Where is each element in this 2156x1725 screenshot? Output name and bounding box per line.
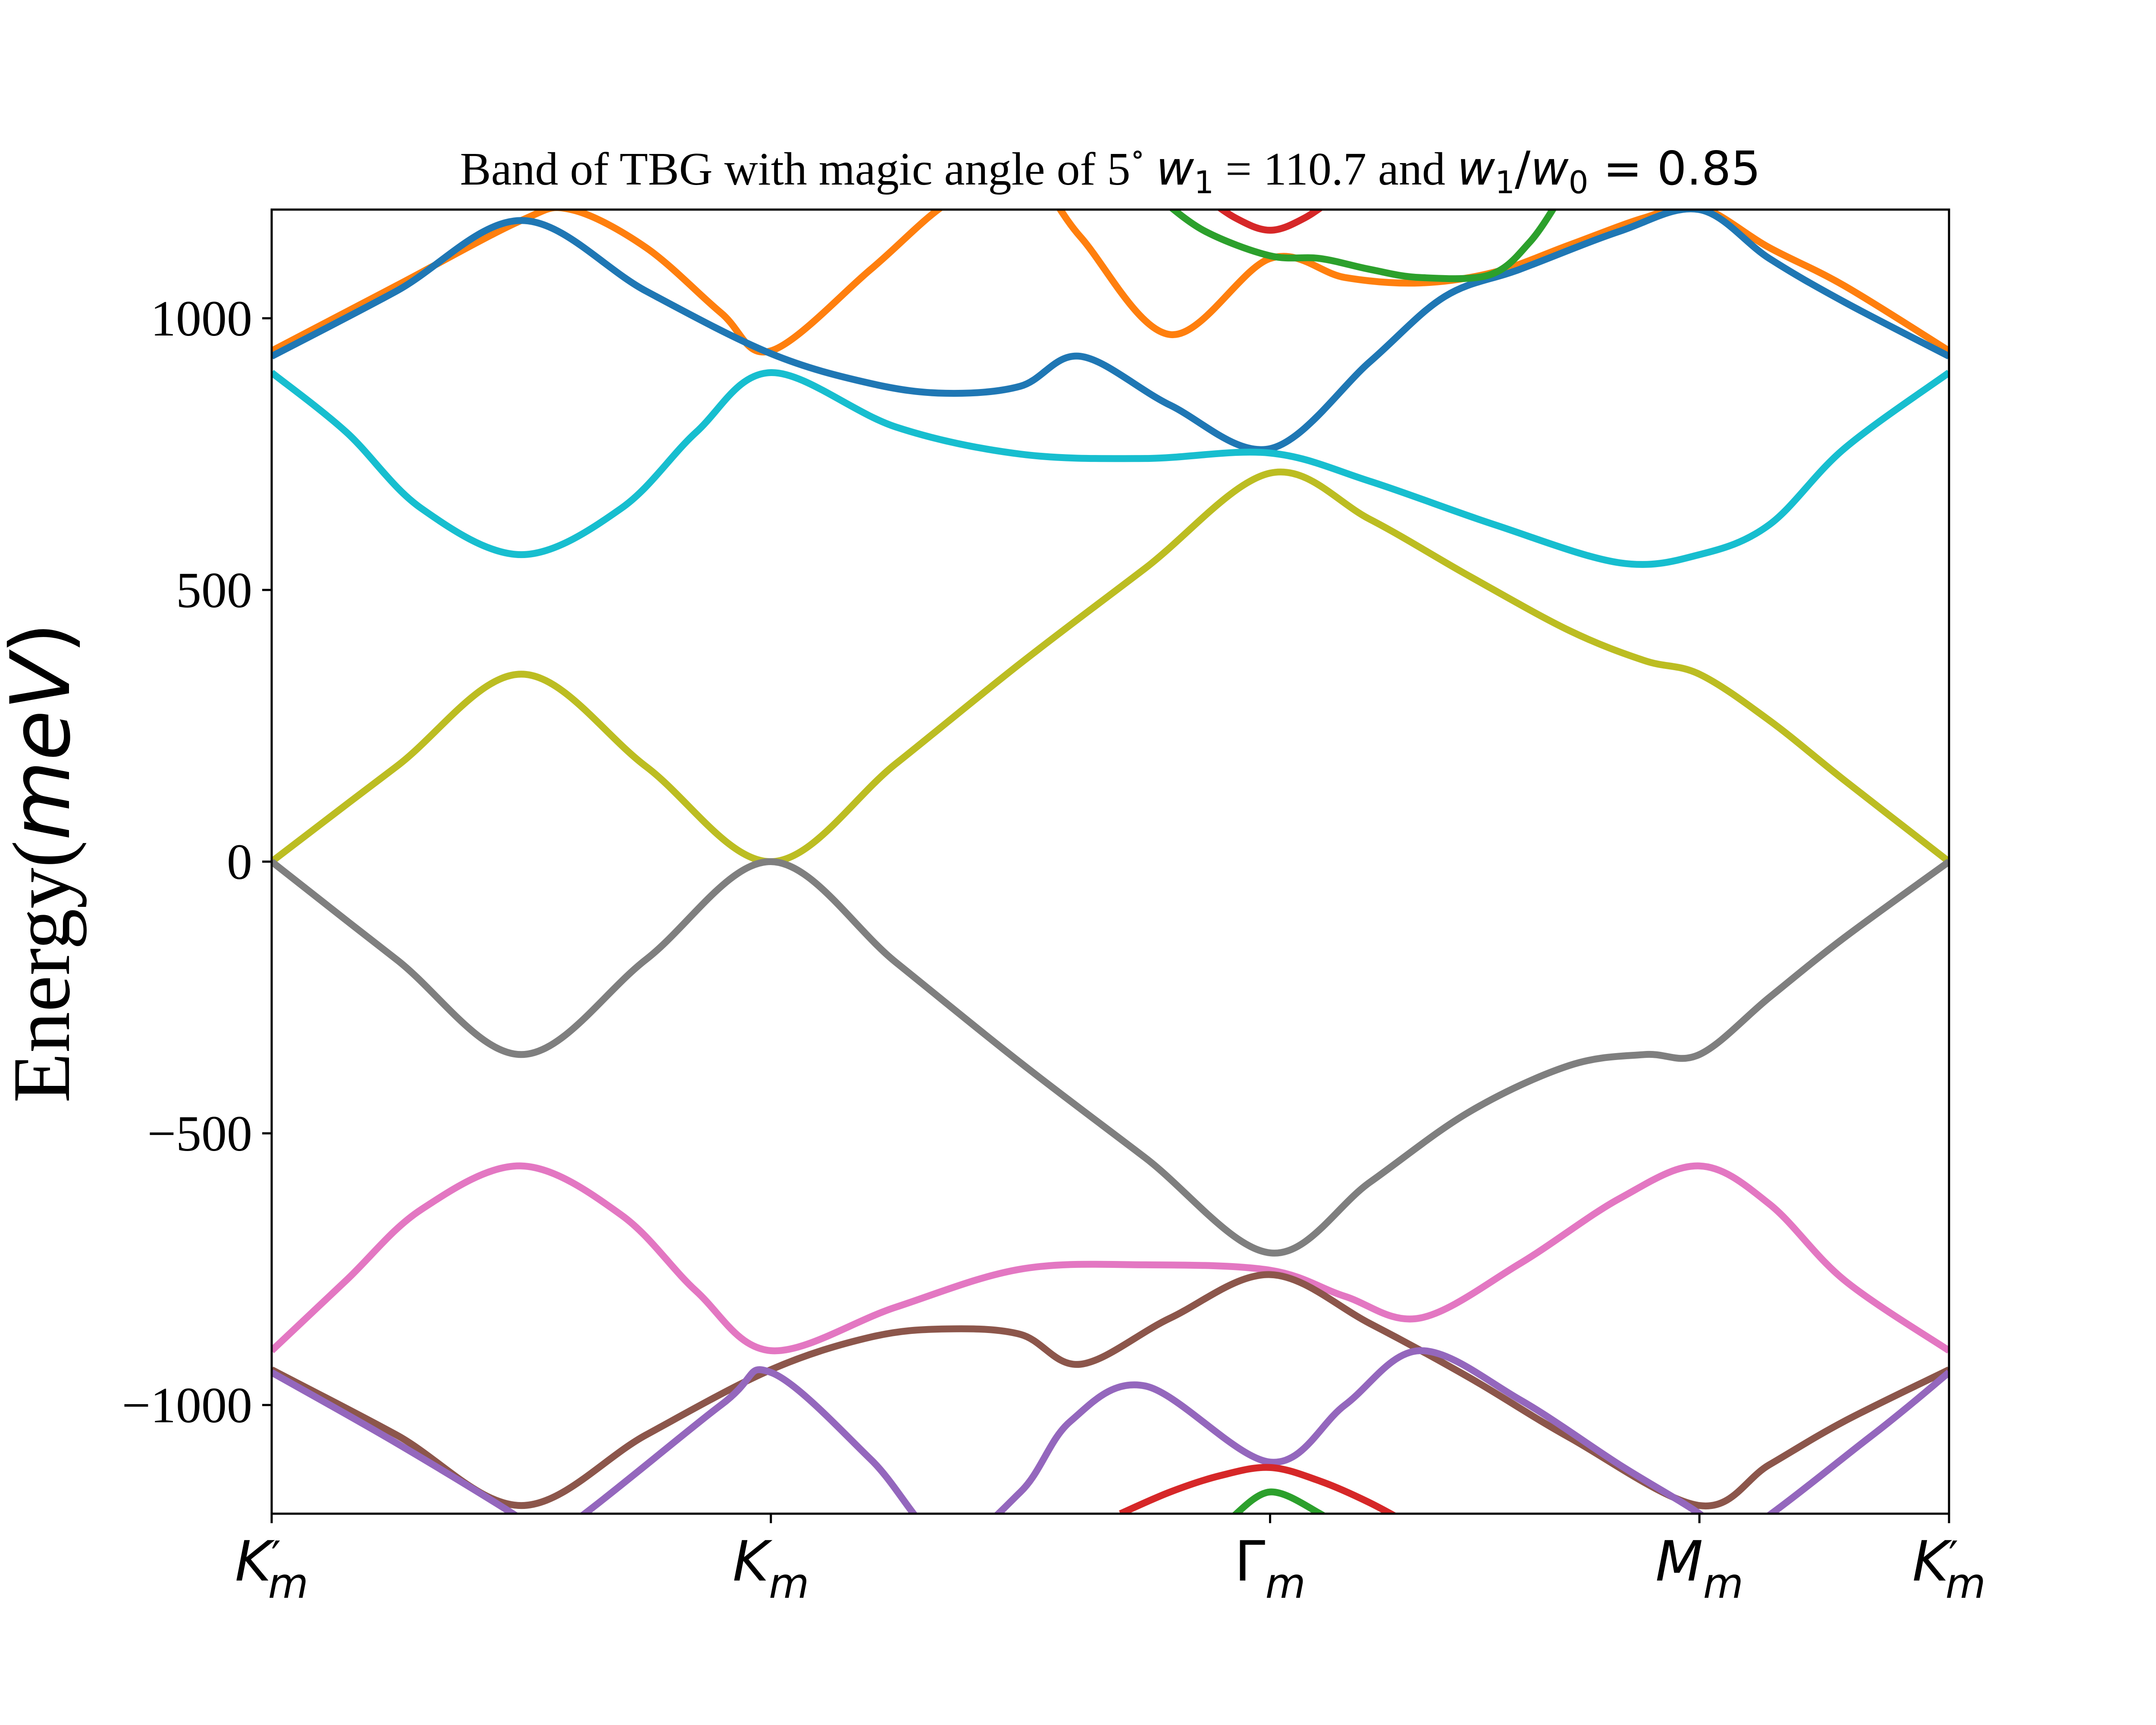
title-text-1: Band of TBG with magic angle of 5 <box>460 144 1131 195</box>
band-line-2 <box>272 210 1949 453</box>
band-line-11 <box>1168 210 1557 282</box>
band-line-7 <box>272 1271 1949 1510</box>
y-tick-label-3: 0 <box>227 834 252 890</box>
band-line-3 <box>272 369 1949 568</box>
title-degree: ∘ <box>1131 138 1145 170</box>
title-ratio-den-sub: 0 <box>1569 164 1589 201</box>
y-axis-label: Energy(meV) <box>0 622 88 1103</box>
title-ratio-den: w <box>1530 142 1569 196</box>
y-axis-label-unit: meV <box>0 649 88 841</box>
chart-title: Band of TBG with magic angle of 5∘ w1 = 1… <box>460 138 1761 201</box>
x-tick-label-5: K′ m <box>1912 1530 1986 1608</box>
plot-frame <box>270 208 1950 1515</box>
x-tick-label-2: Km <box>733 1530 809 1608</box>
band-line-8 <box>272 1347 1949 1514</box>
y-tick-label-2: 500 <box>176 562 252 618</box>
band-line-12 <box>1231 1488 1327 1514</box>
y-axis-label-text: Energy( <box>0 841 87 1103</box>
title-w1-sub: 1 <box>1194 164 1214 201</box>
band-line-5 <box>272 858 1949 1257</box>
x-tick-label-4: Mm <box>1655 1530 1743 1608</box>
title-w1: w <box>1156 142 1194 196</box>
y-tick-label-1: 1000 <box>150 290 252 347</box>
title-ratio-num-sub: 1 <box>1495 164 1515 201</box>
title-text-3: = 0.85 <box>1589 142 1761 196</box>
y-tick-label-5: −1000 <box>122 1377 252 1433</box>
title-ratio-num: w <box>1457 142 1495 196</box>
x-tick-label-1: K′ m <box>235 1530 308 1608</box>
band-line-6 <box>272 1162 1949 1355</box>
tick-layer: 1000 500 0 −500 −1000 K′ m Km Γm Mm K′ m <box>122 290 1986 1608</box>
x-tick-label-3: Γm <box>1235 1530 1306 1608</box>
band-line-9 <box>1119 1464 1398 1514</box>
band-line-4 <box>272 468 1949 866</box>
y-axis-label-close: ) <box>0 622 88 654</box>
title-slash: / <box>1515 142 1531 196</box>
series-layer <box>272 210 1949 1514</box>
y-tick-label-4: −500 <box>147 1105 252 1162</box>
title-text-2: = 110.7 and <box>1214 144 1457 195</box>
